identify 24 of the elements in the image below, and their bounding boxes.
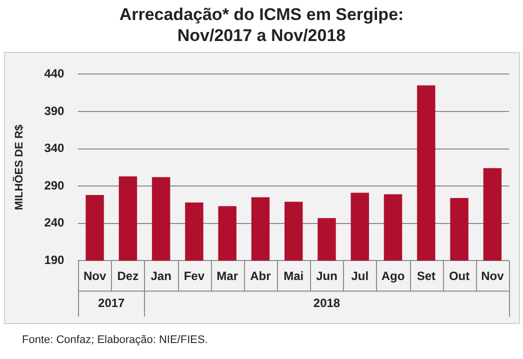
y-tick-label: 440 (44, 66, 65, 81)
x-tick-label: Nov (481, 269, 504, 284)
y-tick-label: 290 (44, 178, 65, 192)
x-tick-label: Fev (184, 269, 205, 284)
y-tick-label: 390 (44, 104, 65, 118)
x-tick-label: Set (416, 269, 436, 284)
chart-title: Arrecadação* do ICMS em Sergipe: Nov/2017 a Nov/2018 (118, 4, 405, 46)
text: 2017 (98, 296, 126, 310)
x-tick-label: Ago (381, 269, 405, 284)
x-tick-label: Mai (284, 269, 304, 284)
x-tick-label: Nov (83, 269, 106, 284)
x-tick-label: Jul (351, 269, 369, 284)
x-tick-label: Out (448, 269, 470, 284)
x-tick-label: Jun (316, 269, 338, 284)
text: 2018 (313, 296, 340, 310)
x-tick-label: Dez (117, 269, 139, 284)
x-tick-label: Mar (216, 269, 238, 284)
x-tick-label: Jan (150, 269, 172, 284)
y-tick-label: 190 (44, 252, 65, 267)
y-tick-label: 340 (44, 141, 65, 156)
y-axis-title: MILHÕES DE R$ (12, 124, 26, 210)
y-tick-label: 240 (44, 216, 65, 230)
x-tick-label: Abr (250, 269, 272, 284)
source-note: Fonte: Confaz; Elaboração: NIE/FIES. (22, 334, 208, 346)
